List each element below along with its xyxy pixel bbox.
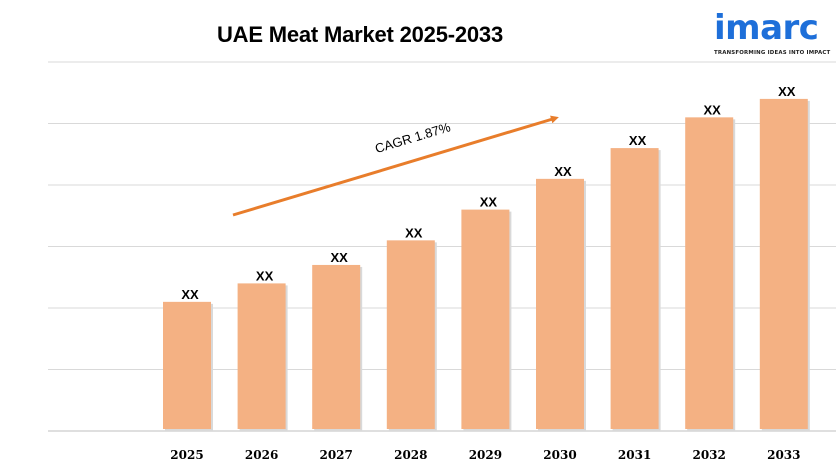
bar-2025 <box>163 301 211 429</box>
bar-2028 <box>386 240 435 429</box>
logo-tagline: TRANSFORMING IDEAS INTO IMPACT <box>714 50 831 56</box>
bar-2033 <box>759 98 808 430</box>
data-label-2027: XX <box>331 250 349 265</box>
cagr-arrow <box>232 115 559 217</box>
data-label-2033: XX <box>778 84 796 99</box>
data-label-2025: XX <box>181 287 199 302</box>
data-label-2029: XX <box>480 195 498 210</box>
bar-2026 <box>237 283 286 429</box>
data-label-2028: XX <box>405 225 423 240</box>
data-label-2031: XX <box>629 133 647 148</box>
x-tick-2033: 2033 <box>767 448 800 462</box>
imarc-logo: imarc TRANSFORMING IDEAS INTO IMPACT <box>712 6 832 62</box>
cagr-annotation: CAGR 1.87% <box>232 115 559 217</box>
data-label-2026: XX <box>256 268 274 283</box>
bar-2029 <box>461 209 510 429</box>
x-tick-2025: 2025 <box>170 448 203 462</box>
x-tick-2030: 2030 <box>543 448 576 462</box>
bars <box>163 98 810 432</box>
x-tick-2028: 2028 <box>394 448 427 462</box>
bar-2030 <box>536 178 584 429</box>
data-label-2030: XX <box>554 164 572 179</box>
x-tick-labels: 2025 2026 2027 2028 2029 2030 2031 2032 2033 <box>170 448 800 462</box>
logo-wordmark: imarc <box>714 8 819 48</box>
x-tick-2029: 2029 <box>469 448 502 462</box>
data-labels: XX XX XX XX XX XX XX XX XX <box>181 84 795 302</box>
data-label-2032: XX <box>704 102 722 117</box>
x-tick-2032: 2032 <box>692 448 725 462</box>
chart-title: UAE Meat Market 2025-2033 <box>216 22 504 47</box>
cagr-label: CAGR 1.87% <box>373 119 452 156</box>
x-tick-2027: 2027 <box>319 448 352 462</box>
bar-2027 <box>312 264 361 429</box>
bar-2031 <box>610 148 659 429</box>
x-tick-2026: 2026 <box>245 448 278 462</box>
bar-2032 <box>685 117 734 429</box>
x-tick-2031: 2031 <box>618 448 651 462</box>
